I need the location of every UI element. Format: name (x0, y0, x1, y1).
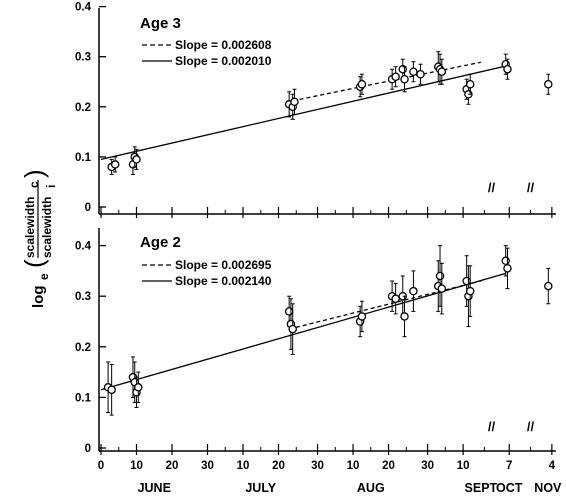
x-tick-label: 30 (311, 460, 324, 472)
data-point (416, 69, 425, 79)
y-tick-label: 0.4 (75, 2, 92, 14)
y-tick-label: 0 (85, 202, 91, 214)
legend-age3-dashed-label: Slope = 0.002608 (175, 38, 272, 52)
data-point (288, 324, 297, 334)
x-tick-label: 10 (237, 460, 250, 472)
data-point (465, 286, 475, 296)
data-point (357, 312, 367, 321)
y-label-paren-close: ) (19, 169, 49, 178)
data-point (501, 256, 510, 266)
legend-age2-solid-label: Slope = 0.002140 (175, 274, 272, 288)
panel-age3-y-ticks: 0.4 0.3 0.2 0.1 0 (75, 2, 106, 214)
data-point (462, 276, 471, 286)
panel-age3-x-ticks (100, 207, 553, 218)
panel-age3-title: Age 3 (140, 15, 181, 32)
data-point (110, 160, 120, 169)
month-label: OCT (496, 481, 523, 495)
x-tick-label: 7 (506, 460, 512, 472)
data-point (357, 80, 367, 89)
data-point (465, 80, 475, 89)
x-tick-label: 20 (272, 460, 285, 472)
x-tick-label: 30 (421, 460, 434, 472)
data-point (437, 67, 447, 76)
panel-age2-title: Age 2 (140, 234, 181, 251)
data-point (284, 307, 294, 316)
x-tick-label: 20 (382, 460, 395, 472)
data-point (435, 271, 445, 281)
data-point (400, 312, 409, 321)
axis-break-mark: // (488, 419, 496, 434)
y-tick-label: 0.4 (75, 241, 92, 253)
data-point (503, 64, 512, 74)
panel-age2-x-ticks (100, 444, 553, 455)
x-tick-label: 4 (549, 460, 556, 472)
x-tick-label: 10 (130, 460, 143, 472)
data-point (409, 67, 418, 76)
data-point (391, 72, 400, 81)
axis-break-mark: // (527, 419, 535, 434)
fit-line-dashed (288, 280, 482, 330)
data-point (544, 80, 553, 89)
x-tick-label: 30 (201, 460, 214, 472)
legend-age2-dashed-label: Slope = 0.002695 (175, 258, 272, 272)
month-label: AUG (357, 481, 385, 495)
fit-line-solid (100, 64, 510, 161)
panel-age2: Age 2 Slope = 0.002695 Slope = 0.002140 … (75, 228, 562, 495)
data-point (290, 97, 299, 107)
panel-age3-points (107, 51, 553, 175)
y-tick-label: 0.1 (75, 152, 92, 164)
data-point (391, 294, 400, 303)
x-tick-label: 0 (98, 460, 104, 472)
y-label-denominator: scalewidth (40, 197, 54, 258)
y-tick-label: 0.3 (75, 52, 91, 64)
axis-break-mark: // (527, 180, 535, 195)
y-tick-label: 0.1 (75, 392, 92, 404)
data-point (503, 264, 512, 273)
data-point (132, 155, 141, 164)
y-label-log-sub: e (37, 273, 51, 280)
panel-age3: Age 3 Slope = 0.002608 Slope = 0.002010 … (75, 2, 556, 218)
x-tick-labels: 0 10 20 30 10 20 30 10 20 30 10 7 4 (98, 460, 556, 472)
data-point (437, 284, 447, 293)
panel-age2-y-ticks: 0.4 0.3 0.2 0.1 0 (75, 241, 106, 455)
axis-break-mark: // (488, 180, 496, 195)
panel-age2-axis-breaks: // // (488, 419, 535, 434)
data-point (400, 74, 409, 84)
data-point (134, 383, 143, 392)
x-tick-label: 10 (457, 460, 470, 472)
y-tick-label: 0.2 (75, 102, 91, 114)
month-label: JUNE (138, 481, 171, 495)
data-point (107, 385, 116, 395)
legend-age3-solid-label: Slope = 0.002010 (175, 54, 272, 68)
month-label: NOV (534, 481, 562, 495)
panel-age3-axis-breaks: // // (488, 180, 535, 195)
y-tick-label: 0.2 (75, 342, 91, 354)
panel-age3-fit-lines (100, 61, 510, 161)
x-tick-label: 10 (347, 460, 360, 472)
y-label-numerator-sub: c (27, 181, 41, 188)
month-label: SEPT (465, 481, 498, 495)
month-label: JULY (245, 481, 276, 495)
y-label-log: log (30, 286, 47, 309)
y-tick-label: 0.3 (75, 291, 91, 303)
y-label-numerator: scalewidth (23, 197, 37, 258)
y-axis-label: log e ( scalewidth c scalewidth i ) (19, 169, 58, 308)
y-label-paren-open: ( (19, 259, 49, 268)
x-tick-label: 20 (166, 460, 179, 472)
panel-age2-points (103, 245, 553, 416)
y-label-denominator-sub: i (44, 185, 58, 188)
y-tick-label: 0 (85, 443, 91, 455)
data-point (409, 286, 418, 296)
data-point (544, 281, 553, 291)
fit-line-dashed (292, 61, 481, 102)
